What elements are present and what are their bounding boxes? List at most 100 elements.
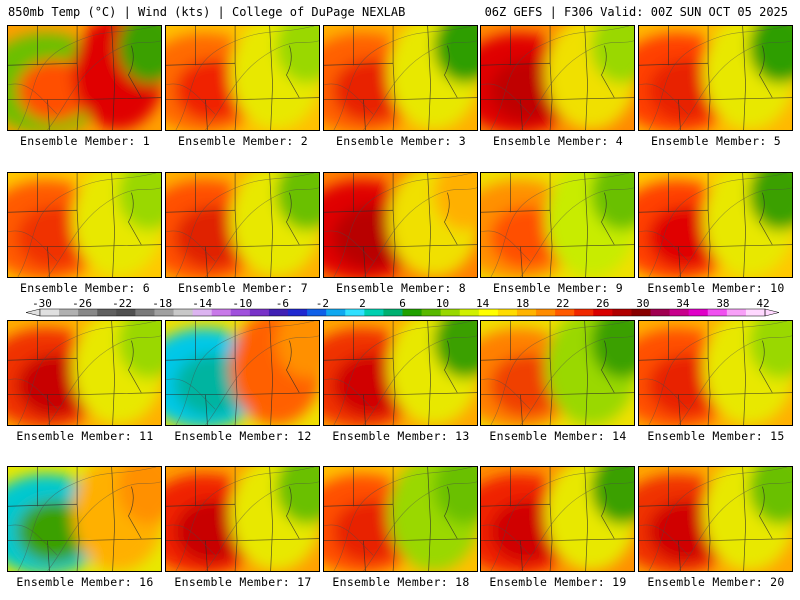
- ensemble-member-map: [323, 466, 478, 572]
- temperature-contours: [8, 173, 161, 277]
- temperature-anomaly-blob: [434, 467, 477, 525]
- colorbar-segment: [574, 309, 594, 316]
- colorbar-segment: [97, 309, 117, 316]
- colorbar-segment: [459, 309, 480, 316]
- temperature-anomaly-blob: [434, 173, 477, 231]
- temperature-contours: [8, 321, 161, 425]
- ensemble-member-label: Ensemble Member: 12: [174, 429, 312, 443]
- ensemble-member-map: [638, 25, 793, 131]
- temperature-anomaly-blob: [175, 206, 249, 269]
- colorbar-tick-label: 26: [596, 297, 609, 310]
- colorbar-segment: [707, 309, 728, 316]
- temperature-contours: [481, 321, 634, 425]
- ensemble-member-map: [165, 320, 320, 426]
- colorbar-segment: [745, 309, 766, 316]
- ensemble-member-map: [638, 466, 793, 572]
- temperature-anomaly-blob: [434, 321, 477, 379]
- ensemble-member-label: Ensemble Member: 1: [19, 134, 151, 148]
- colorbar-tick-label: -14: [192, 297, 212, 310]
- colorbar-tick-label: -6: [276, 297, 289, 310]
- colorbar-tick-label: -2: [316, 297, 329, 310]
- colorbar-segment: [173, 309, 194, 316]
- ensemble-member-label: Ensemble Member: 19: [489, 575, 627, 589]
- colorbar-segment: [364, 309, 384, 316]
- temperature-contours: [639, 173, 792, 277]
- ensemble-member-label: Ensemble Member: 6: [19, 281, 151, 295]
- temperature-anomaly-blob: [17, 354, 91, 417]
- colorbar-segment: [211, 309, 232, 316]
- colorbar-tick-label: 10: [436, 297, 449, 310]
- temperature-anomaly-blob: [490, 206, 564, 269]
- colorbar-tick-label: -30: [32, 297, 52, 310]
- temperature-anomaly-blob: [648, 59, 722, 122]
- colorbar-tick-label: -22: [112, 297, 132, 310]
- temperature-contours: [166, 173, 319, 277]
- temperature-contours: [639, 26, 792, 130]
- temperature-anomaly-blob: [434, 26, 477, 84]
- colorbar-tick-label: 2: [359, 297, 366, 310]
- model-run-info: 06Z GEFS | F306 Valid: 00Z SUN OCT 05 20…: [484, 5, 788, 19]
- ensemble-member-label: Ensemble Member: 3: [335, 134, 467, 148]
- colorbar-segment: [383, 309, 403, 316]
- colorbar-segment: [688, 309, 709, 316]
- temperature-contours: [481, 467, 634, 571]
- temperature-anomaly-blob: [648, 500, 722, 563]
- temperature-contours: [324, 321, 477, 425]
- colorbar-tick-label: 34: [676, 297, 690, 310]
- temperature-anomaly-blob: [333, 206, 407, 269]
- temperature-anomaly-blob: [490, 59, 564, 122]
- colorbar-segment: [402, 309, 423, 316]
- colorbar-segment: [116, 309, 136, 316]
- temperature-anomaly-blob: [118, 26, 161, 84]
- temperature-anomaly-blob: [17, 59, 91, 122]
- colorbar-segment: [268, 309, 289, 316]
- state-boundaries: [324, 173, 477, 277]
- ensemble-member-label: Ensemble Member: 18: [332, 575, 470, 589]
- colorbar-segment: [536, 309, 556, 316]
- temperature-anomaly-blob: [276, 173, 319, 231]
- colorbar-tick-label: 30: [636, 297, 649, 310]
- temperature-anomaly-blob: [490, 500, 564, 563]
- temperature-anomaly-blob: [490, 354, 564, 417]
- state-boundaries: [8, 467, 161, 571]
- ensemble-member-map: [7, 172, 162, 278]
- ensemble-member-map: [7, 466, 162, 572]
- colorbar-segment: [631, 309, 652, 316]
- ensemble-member-label: Ensemble Member: 7: [177, 281, 309, 295]
- colorbar-tick-label: 6: [399, 297, 406, 310]
- temperature-anomaly-blob: [591, 321, 634, 379]
- temperature-contours: [166, 26, 319, 130]
- state-boundaries: [639, 26, 792, 130]
- state-boundaries: [481, 467, 634, 571]
- colorbar-segment: [440, 309, 461, 316]
- colorbar-segment: [555, 309, 575, 316]
- temperature-contours: [481, 173, 634, 277]
- colorbar-segment: [307, 309, 327, 316]
- colorbar-tick-label: 22: [556, 297, 569, 310]
- colorbar-segment: [421, 309, 442, 316]
- state-boundaries: [166, 321, 319, 425]
- ensemble-member-label: Ensemble Member: 17: [174, 575, 312, 589]
- temperature-contours: [639, 321, 792, 425]
- colorbar-max-arrow: [764, 308, 780, 317]
- temperature-contours: [8, 26, 161, 130]
- temperature-anomaly-blob: [749, 173, 792, 231]
- colorbar-segment: [154, 309, 175, 316]
- colorbar-segment: [230, 309, 251, 316]
- state-boundaries: [324, 467, 477, 571]
- temperature-anomaly-blob: [591, 467, 634, 525]
- temperature-anomaly-blob: [17, 500, 91, 563]
- ensemble-member-map: [480, 172, 635, 278]
- colorbar-segment: [326, 309, 346, 316]
- ensemble-member-map: [323, 320, 478, 426]
- temperature-anomaly-blob: [175, 500, 249, 563]
- ensemble-member-label: Ensemble Member: 9: [492, 281, 624, 295]
- colorbar-segment: [669, 309, 690, 316]
- ensemble-member-label: Ensemble Member: 2: [177, 134, 309, 148]
- temperature-colorbar: -30 -26 -22 -18 -14 -10 -6 -2 2 6 10 14 18 22 26 30 34 38…: [0, 296, 800, 320]
- ensemble-member-label: Ensemble Member: 20: [647, 575, 785, 589]
- temperature-contours: [324, 173, 477, 277]
- temperature-contours: [481, 26, 634, 130]
- colorbar-segment: [612, 309, 632, 316]
- state-boundaries: [481, 321, 634, 425]
